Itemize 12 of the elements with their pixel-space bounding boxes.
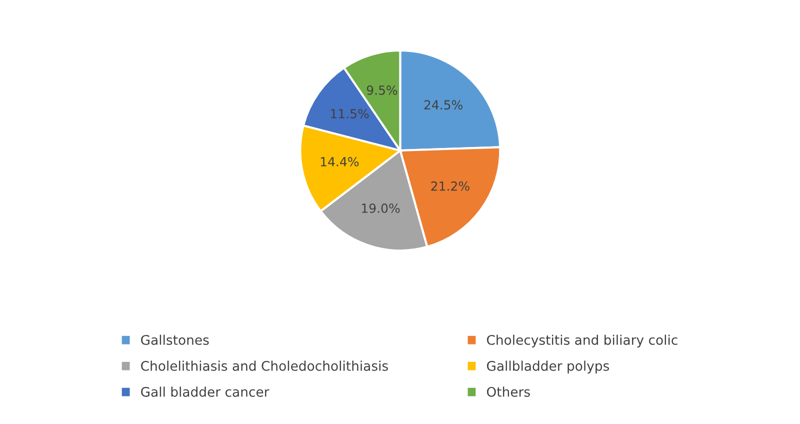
legend-label: Cholelithiasis and Choledocholithiasis [141, 360, 388, 371]
data-label: 21.2% [431, 181, 470, 191]
legend-label: Gallstones [141, 334, 209, 345]
data-label: 9.5% [366, 85, 398, 95]
data-label: 19.0% [362, 203, 400, 213]
legend-label: Gallbladder polyps [486, 360, 610, 374]
data-label: 14.4% [320, 156, 359, 166]
data-label: 24.5% [424, 100, 462, 110]
data-label: 11.5% [331, 108, 369, 118]
legend-label: Others [486, 386, 530, 397]
legend-label: Gall bladder cancer [141, 386, 270, 397]
legend-label: Cholecystitis and biliary colic [486, 334, 678, 348]
